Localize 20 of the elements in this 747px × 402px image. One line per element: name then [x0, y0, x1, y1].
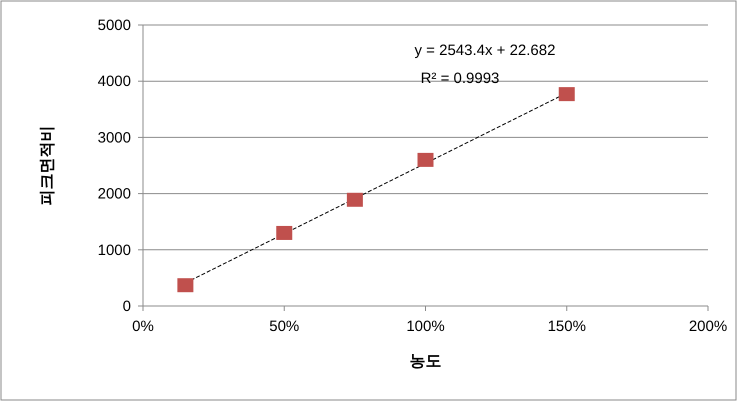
x-tick-label: 150%	[548, 318, 586, 335]
x-tick-label: 100%	[406, 318, 445, 335]
y-tick-label: 1000	[98, 242, 131, 259]
y-tick-label: 5000	[98, 17, 131, 34]
point	[346, 192, 363, 207]
y-tick-label: 2000	[98, 186, 131, 203]
x-tick-label: 50%	[269, 318, 300, 335]
x-tick-label: 0%	[132, 318, 154, 335]
y-tick-label: 3000	[98, 129, 131, 146]
x-axis-title: 농도	[410, 353, 442, 370]
x-tick-label: 200%	[688, 318, 728, 335]
point	[276, 226, 292, 240]
point	[418, 152, 434, 167]
point	[177, 278, 194, 292]
point	[558, 87, 575, 102]
annotation: y = 2543.4x + 22.682	[414, 42, 556, 59]
y-tick-label: 0	[122, 298, 131, 315]
y-tick-label: 4000	[98, 73, 131, 90]
annotation: R² = 0.9993	[420, 70, 500, 87]
y-axis-title: 피크면적비	[39, 126, 56, 206]
